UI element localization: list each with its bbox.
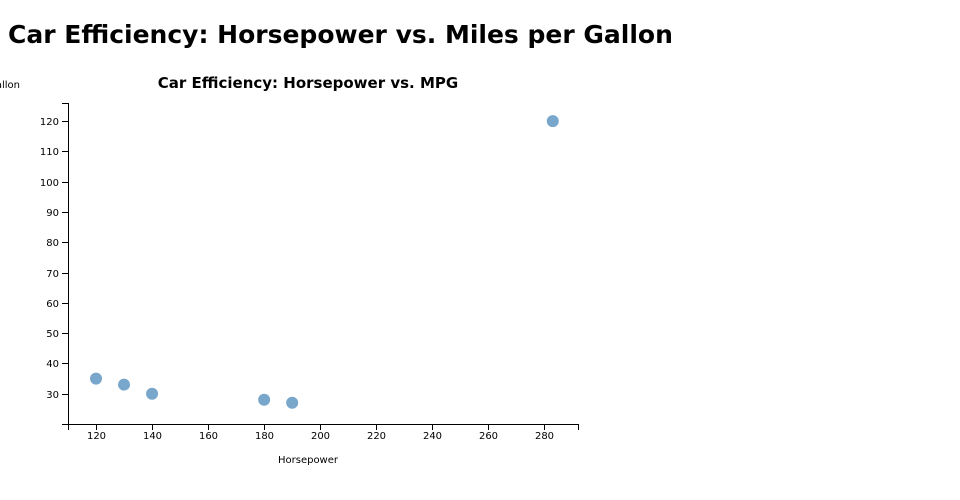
x-tick-label: 180	[255, 431, 274, 442]
x-tick-label: 140	[143, 431, 162, 442]
data-points	[90, 115, 559, 409]
y-tick-label: 80	[46, 238, 59, 249]
data-point	[286, 396, 299, 409]
y-tick-label: 30	[46, 390, 59, 401]
x-tick-label: 240	[423, 431, 442, 442]
x-tick-label: 220	[367, 431, 386, 442]
y-tick-label: 120	[40, 117, 59, 128]
y-tick-label: 40	[46, 359, 59, 370]
y-tick-label: 60	[46, 299, 59, 310]
data-point	[258, 393, 271, 406]
x-tick-label: 260	[479, 431, 498, 442]
data-point	[118, 378, 131, 391]
y-tick-label: 50	[46, 329, 59, 340]
data-point	[546, 115, 559, 128]
axes: 30 40 50 60 70 80 90 100 110 120 120 140 160 180 200 22…	[40, 103, 579, 442]
y-tick-label: 100	[40, 178, 59, 189]
y-axis-label: Miles per Gallon	[0, 80, 20, 91]
x-axis-label: Horsepower	[278, 455, 339, 466]
x-tick-label: 280	[535, 431, 554, 442]
x-tick-label: 200	[311, 431, 330, 442]
x-tick-label: 160	[199, 431, 218, 442]
data-point	[146, 387, 159, 400]
data-point	[90, 372, 103, 385]
y-axis-line	[62, 103, 69, 425]
page-heading: Car Efficiency: Horsepower vs. Miles per…	[8, 20, 673, 49]
y-tick-label: 70	[46, 269, 59, 280]
y-tick-label: 110	[40, 147, 59, 158]
x-axis-line	[68, 424, 579, 430]
chart-title: Car Efficiency: Horsepower vs. MPG	[158, 74, 458, 92]
y-tick-label: 90	[46, 208, 59, 219]
x-tick-label: 120	[87, 431, 106, 442]
